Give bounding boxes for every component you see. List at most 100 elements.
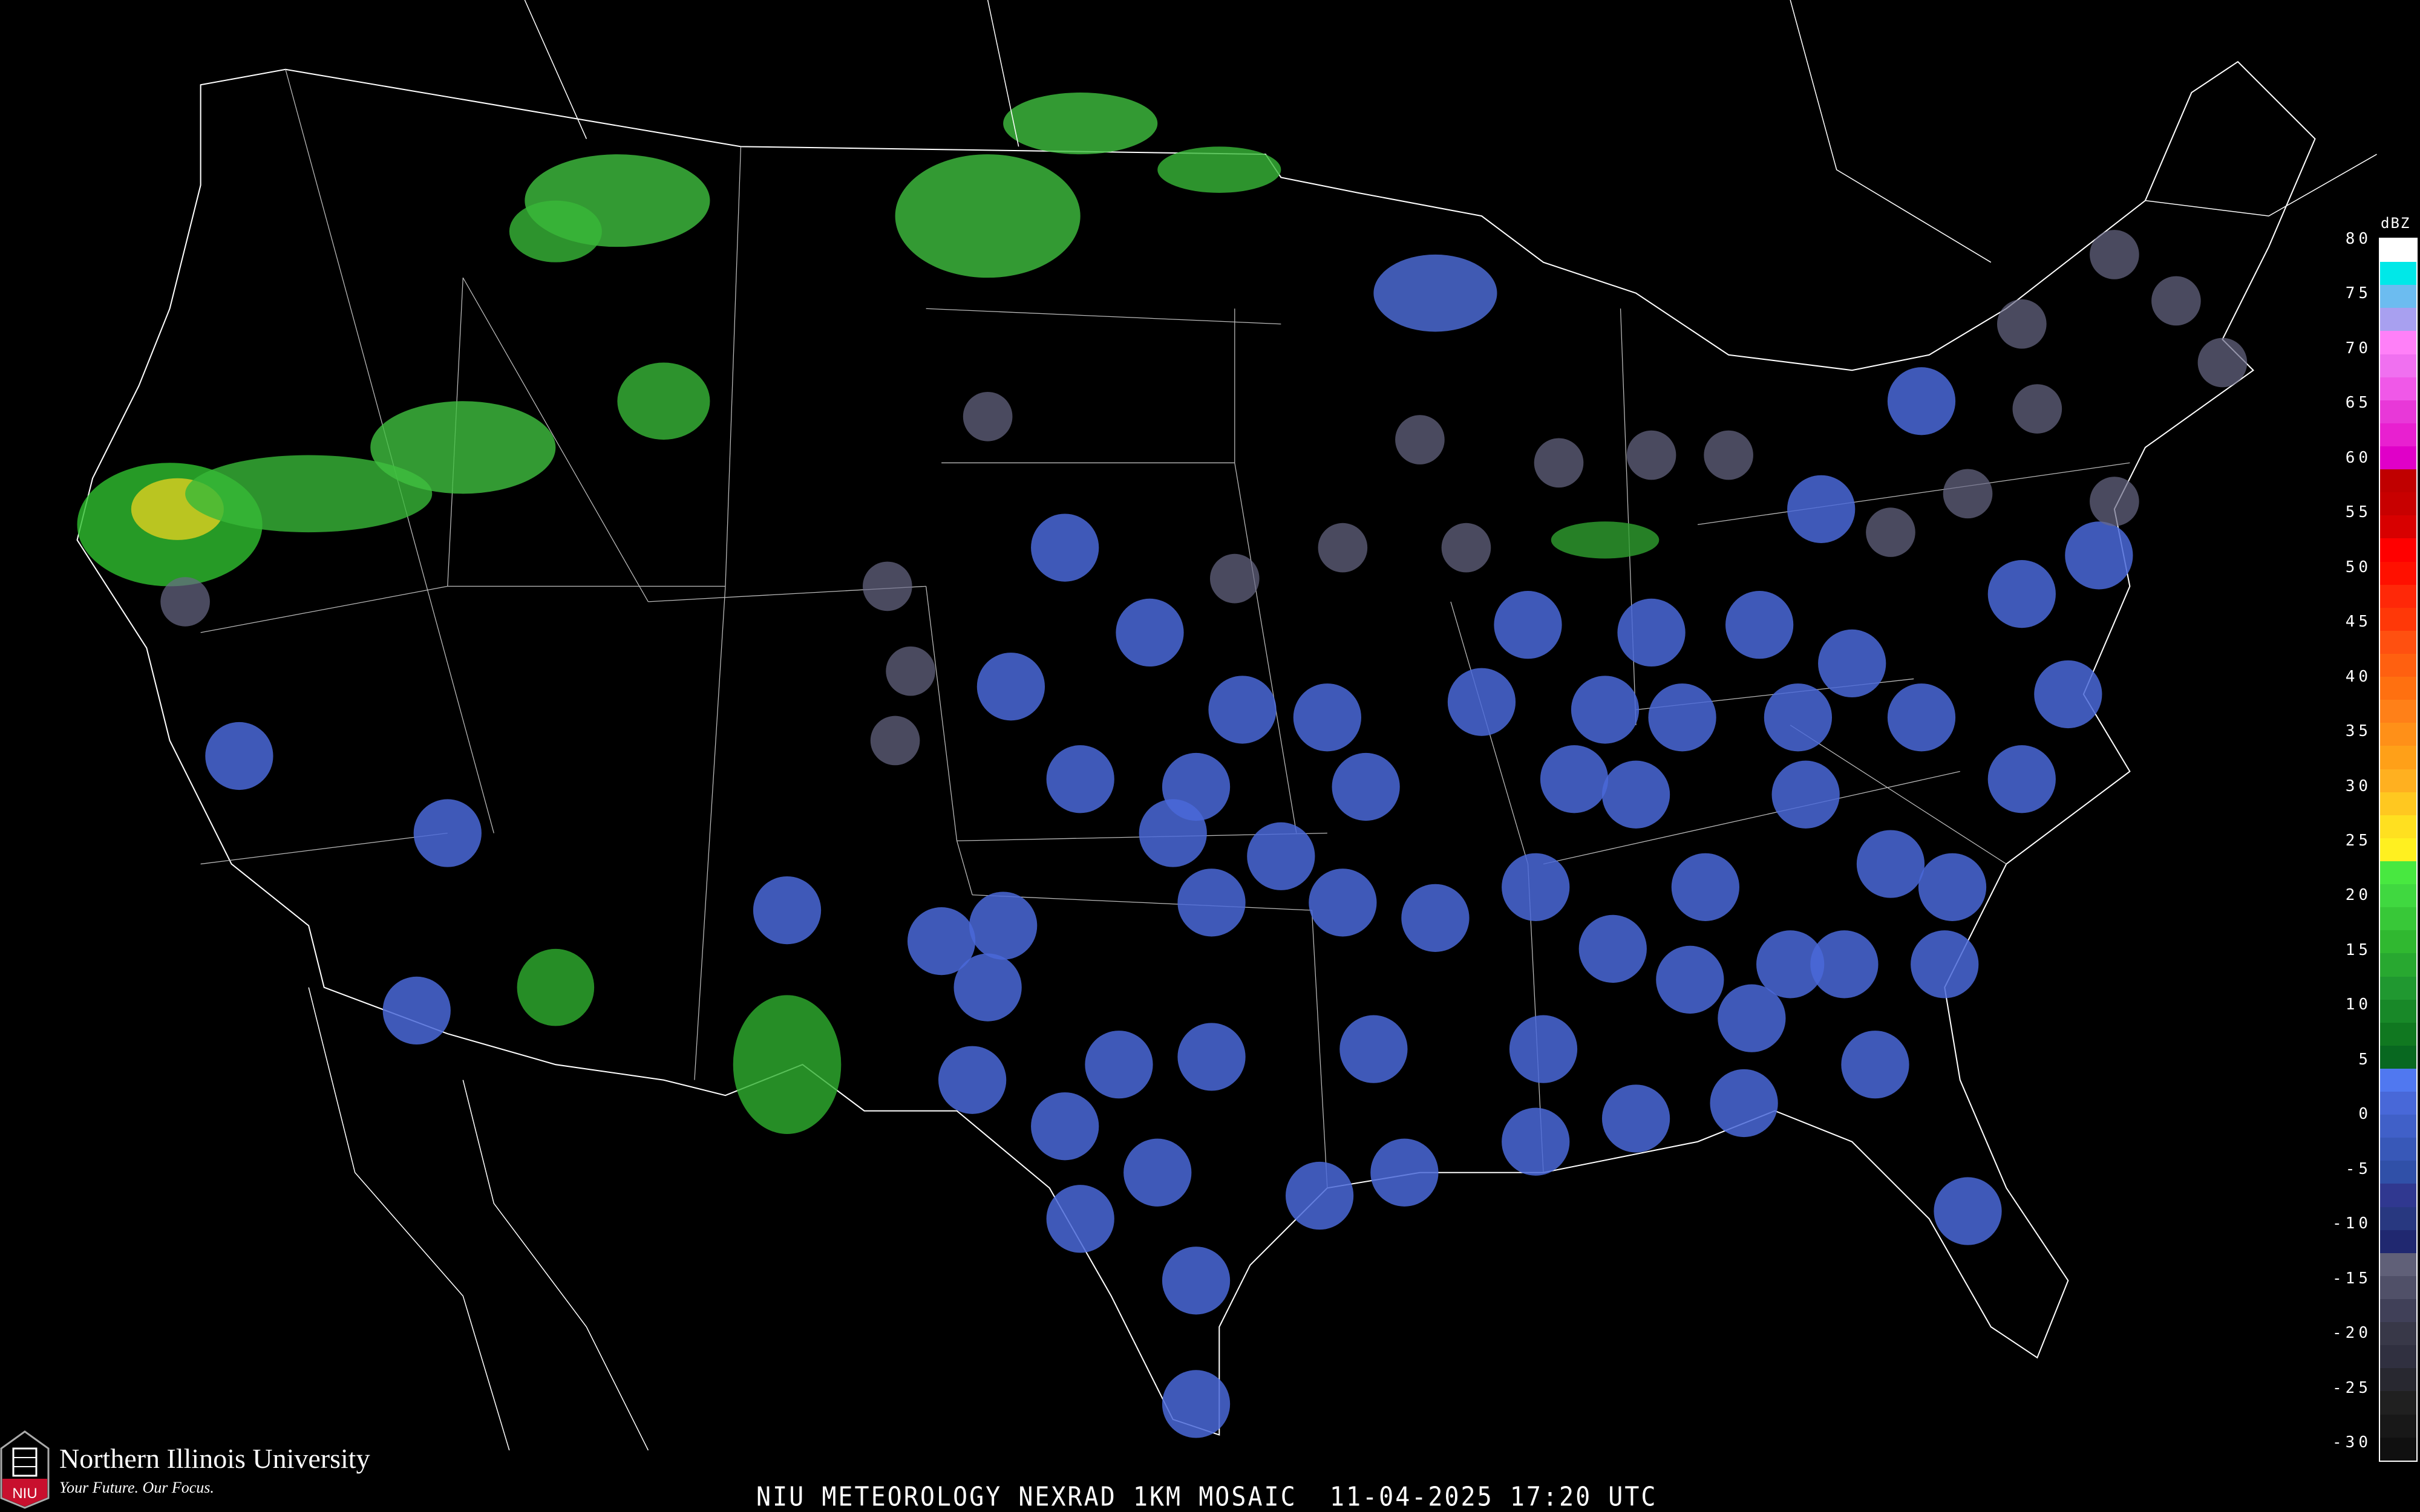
legend-label: -30 xyxy=(2332,1433,2372,1452)
radar-echo xyxy=(1725,591,1794,659)
precip-area xyxy=(617,362,710,440)
legend-label: 25 xyxy=(2345,832,2372,850)
radar-echo xyxy=(1509,1015,1578,1083)
legend-label: -25 xyxy=(2332,1378,2372,1397)
legend-label: -20 xyxy=(2332,1324,2372,1343)
legend-swatch xyxy=(2380,953,2416,977)
radar-echo xyxy=(1856,830,1925,898)
state-border xyxy=(694,586,726,1080)
radar-echo xyxy=(1293,683,1361,752)
legend-swatch xyxy=(2380,677,2416,700)
legend-label: 55 xyxy=(2345,503,2372,522)
radar-echo xyxy=(1787,475,1856,543)
legend-swatch xyxy=(2380,285,2416,308)
niu-shield-icon: NIU xyxy=(0,1430,50,1509)
precip-area xyxy=(895,154,1081,278)
radar-clutter xyxy=(963,391,1013,442)
legend-swatch xyxy=(2380,1437,2416,1461)
radar-echo xyxy=(1370,1138,1439,1207)
legend-swatch xyxy=(2380,1045,2416,1069)
state-border xyxy=(957,841,973,895)
legend-label: 80 xyxy=(2345,230,2372,248)
radar-echo xyxy=(1162,1246,1231,1315)
state-border xyxy=(200,832,448,865)
precip-areas xyxy=(77,93,1660,1134)
radar-clutter xyxy=(1318,523,1368,573)
precip-area xyxy=(1551,521,1660,559)
state-border xyxy=(200,585,448,633)
radar-echo xyxy=(976,653,1045,721)
state-border xyxy=(1543,771,1960,865)
legend-label: 40 xyxy=(2345,667,2372,686)
legend-swatch xyxy=(2380,792,2416,815)
precip-area xyxy=(1157,146,1281,193)
radar-echo xyxy=(1818,629,1886,698)
radar-echo xyxy=(1671,853,1739,921)
radar-clutter xyxy=(870,715,920,766)
legend-swatch xyxy=(2380,1184,2416,1207)
legend-swatch xyxy=(2380,331,2416,354)
legend-swatch xyxy=(2380,1414,2416,1438)
radar-echo xyxy=(1764,683,1833,752)
radar-clutter xyxy=(2012,384,2062,434)
dbz-legend: dBZ 80 75 70 65 60 55 50 45 40 35 30 25 20 15 10 5 0 -5 -1… xyxy=(2332,215,2420,1473)
legend-swatch xyxy=(2380,1322,2416,1346)
legend-swatch xyxy=(2380,584,2416,608)
legend-swatch xyxy=(2380,723,2416,746)
legend-label: 70 xyxy=(2345,339,2372,357)
radar-clutter xyxy=(1534,438,1584,488)
radar-echo xyxy=(1656,945,1724,1014)
legend-swatch xyxy=(2380,653,2416,677)
legend-swatch xyxy=(2380,1161,2416,1184)
legend-swatch xyxy=(2380,538,2416,562)
legend-swatch xyxy=(2380,976,2416,1000)
radar-echo xyxy=(1648,683,1716,752)
radar-echo xyxy=(1617,598,1686,667)
radar-echo xyxy=(1934,1177,2002,1245)
radar-echo xyxy=(969,891,1038,960)
radar-echo xyxy=(1208,676,1277,744)
radar-echo xyxy=(1162,1370,1231,1438)
precip-area xyxy=(185,455,433,533)
legend-swatch xyxy=(2380,492,2416,516)
legend-label: 60 xyxy=(2345,448,2372,467)
legend-swatch xyxy=(2380,907,2416,931)
state-border xyxy=(1234,463,1297,833)
legend-swatch xyxy=(2380,999,2416,1023)
precip-area xyxy=(1373,254,1497,332)
radar-echo xyxy=(907,907,976,976)
radar-echo xyxy=(1332,752,1400,821)
legend-label: 20 xyxy=(2345,886,2372,905)
legend-swatch xyxy=(2380,1391,2416,1415)
legend-swatch xyxy=(2380,377,2416,400)
canada-border-lines xyxy=(308,0,2377,1451)
legend-label: 0 xyxy=(2358,1105,2372,1124)
radar-echo xyxy=(382,976,451,1045)
radar-clutter xyxy=(1395,415,1445,464)
radar-echo xyxy=(1502,1107,1570,1176)
legend-unit: dBZ xyxy=(2381,215,2411,232)
radar-echo xyxy=(1887,683,1956,752)
radar-clutter xyxy=(886,646,935,696)
radar-clutter xyxy=(1626,430,1676,480)
legend-swatch xyxy=(2380,930,2416,954)
legend-swatch xyxy=(2380,400,2416,423)
radar-clutter xyxy=(2151,276,2201,326)
niu-logo: NIU Northern Illinois University Your Fu… xyxy=(0,1430,370,1509)
legend-swatch xyxy=(2380,769,2416,792)
state-border xyxy=(725,146,742,587)
legend-swatch xyxy=(2380,1345,2416,1369)
radar-clutter xyxy=(2197,337,2248,388)
legend-label: 35 xyxy=(2345,722,2372,741)
legend-label: 75 xyxy=(2345,284,2372,303)
legend-swatch xyxy=(2380,838,2416,861)
legend-label: -5 xyxy=(2345,1159,2372,1178)
legend-swatch xyxy=(2380,446,2416,470)
legend-swatch xyxy=(2380,861,2416,885)
radar-echo xyxy=(1031,1092,1099,1161)
legend-swatch xyxy=(2380,607,2416,631)
legend-label: -15 xyxy=(2332,1269,2372,1288)
legend-label: 65 xyxy=(2345,394,2372,412)
legend-label: 5 xyxy=(2358,1050,2372,1069)
